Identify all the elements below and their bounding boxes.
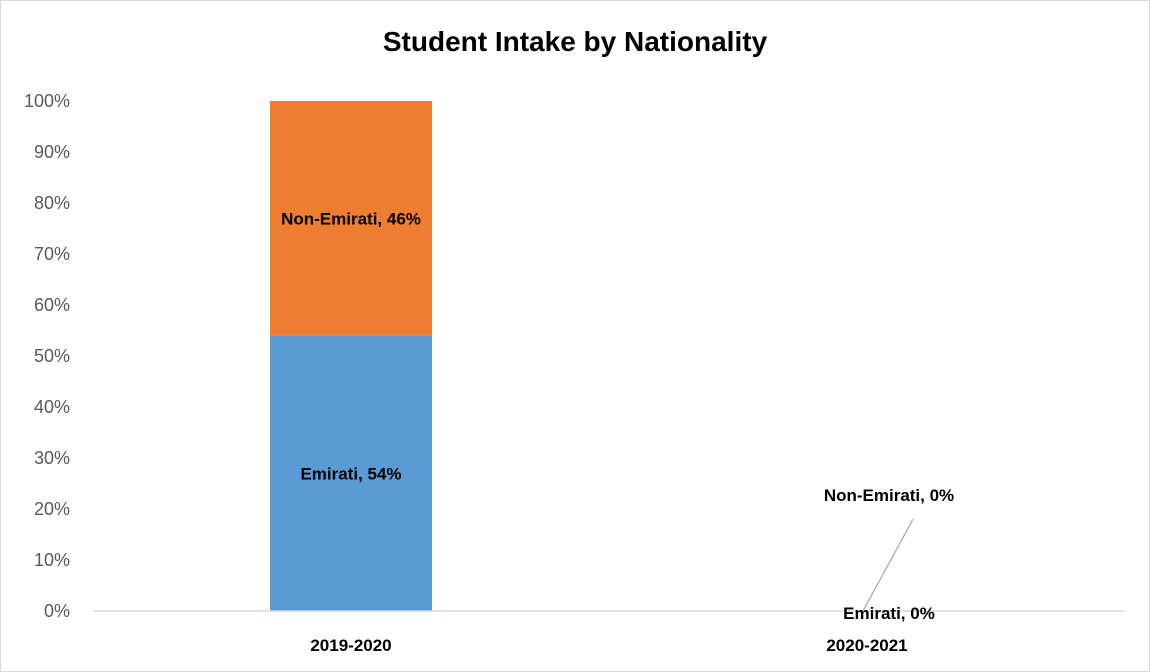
leader-line [862, 518, 914, 612]
y-tick-label: 40% [34, 397, 70, 417]
y-tick-label: 50% [34, 346, 70, 366]
x-tick-label: 2020-2021 [826, 636, 907, 655]
data-label: Emirati, 0% [843, 604, 935, 623]
y-tick-label: 10% [34, 550, 70, 570]
bar-non-emirati [270, 101, 432, 336]
data-label: Emirati, 54% [300, 464, 401, 483]
bar-emirati [270, 335, 432, 611]
y-tick-label: 70% [34, 244, 70, 264]
y-tick-label: 20% [34, 499, 70, 519]
y-tick-label: 60% [34, 295, 70, 315]
y-tick-label: 0% [44, 601, 70, 621]
data-label: Non-Emirati, 46% [281, 209, 421, 228]
y-tick-label: 80% [34, 193, 70, 213]
chart-title: Student Intake by Nationality [382, 26, 768, 57]
y-tick-label: 100% [24, 91, 70, 111]
y-tick-label: 90% [34, 142, 70, 162]
y-tick-label: 30% [34, 448, 70, 468]
data-label: Non-Emirati, 0% [824, 486, 954, 505]
x-tick-label: 2019-2020 [310, 636, 391, 655]
